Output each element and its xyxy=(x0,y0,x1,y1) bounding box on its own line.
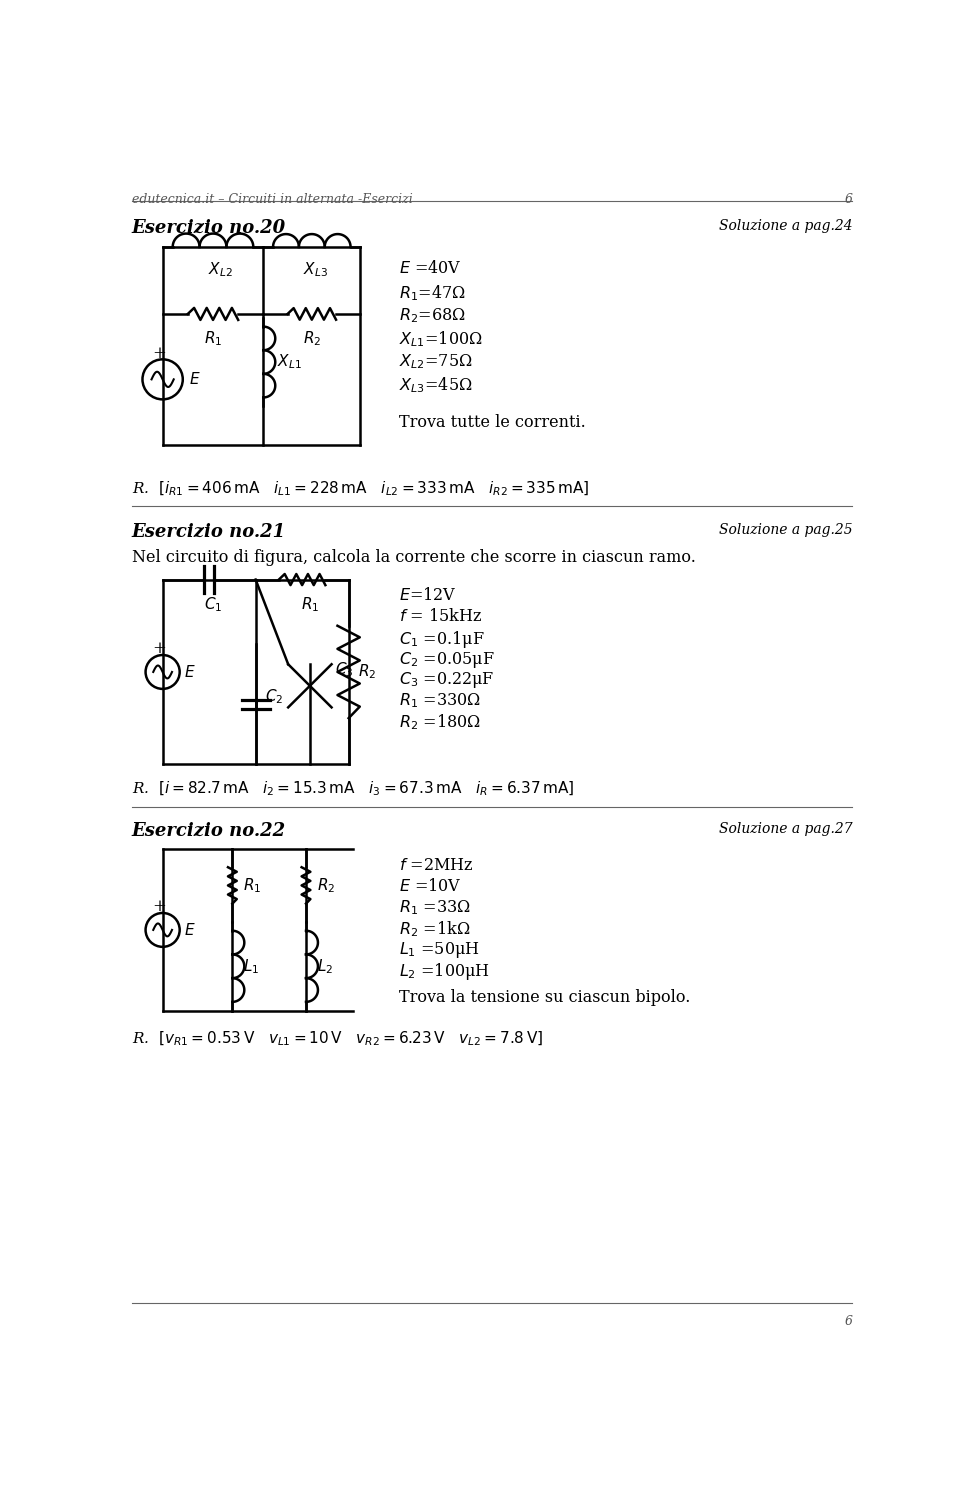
Text: $L_2$: $L_2$ xyxy=(317,957,333,975)
Text: R.  $[i_{R1} = 406\,\mathrm{mA}$   $i_{L1} = 228\,\mathrm{mA}$   $i_{L2} = 333\,: R. $[i_{R1} = 406\,\mathrm{mA}$ $i_{L1} … xyxy=(132,479,589,497)
Text: $R_1$: $R_1$ xyxy=(300,594,319,614)
Text: +: + xyxy=(152,640,166,657)
Text: $E$ =40V: $E$ =40V xyxy=(399,260,462,278)
Text: $E$=12V: $E$=12V xyxy=(399,587,457,605)
Text: 6: 6 xyxy=(845,193,852,206)
Text: Nel circuito di figura, calcola la corrente che scorre in ciascun ramo.: Nel circuito di figura, calcola la corre… xyxy=(132,549,695,566)
Text: $L_1$: $L_1$ xyxy=(243,957,259,975)
Text: $R_1$ =33Ω: $R_1$ =33Ω xyxy=(399,899,470,917)
Text: Trova la tensione su ciascun bipolo.: Trova la tensione su ciascun bipolo. xyxy=(399,990,690,1006)
Text: $L_1$ =50μH: $L_1$ =50μH xyxy=(399,941,480,960)
Text: $C_3$: $C_3$ xyxy=(335,660,354,679)
Text: $R_2$: $R_2$ xyxy=(358,663,376,681)
Text: $C_3$ =0.22μF: $C_3$ =0.22μF xyxy=(399,670,494,690)
Text: Esercizio no.20: Esercizio no.20 xyxy=(132,219,286,237)
Text: $R_2$=68Ω: $R_2$=68Ω xyxy=(399,306,466,325)
Text: $R_1$=47Ω: $R_1$=47Ω xyxy=(399,284,466,303)
Text: $C_2$ =0.05μF: $C_2$ =0.05μF xyxy=(399,649,494,670)
Text: $E$: $E$ xyxy=(189,372,201,387)
Text: Trova tutte le correnti.: Trova tutte le correnti. xyxy=(399,414,586,431)
Text: $X_{L1}$=100Ω: $X_{L1}$=100Ω xyxy=(399,330,483,349)
Text: edutecnica.it – Circuiti in alternata -Esercizi: edutecnica.it – Circuiti in alternata -E… xyxy=(132,193,413,206)
Text: Esercizio no.21: Esercizio no.21 xyxy=(132,524,286,542)
Text: $R_2$: $R_2$ xyxy=(317,876,335,894)
Text: $R_1$: $R_1$ xyxy=(243,876,261,894)
Text: $X_{L2}$=75Ω: $X_{L2}$=75Ω xyxy=(399,352,472,372)
Text: $X_{L2}$: $X_{L2}$ xyxy=(208,260,233,279)
Text: $R_2$ =180Ω: $R_2$ =180Ω xyxy=(399,712,481,732)
Text: Soluzione a pag.27: Soluzione a pag.27 xyxy=(719,823,852,836)
Text: $C_2$: $C_2$ xyxy=(265,687,283,706)
Text: Soluzione a pag.24: Soluzione a pag.24 xyxy=(719,219,852,233)
Text: 6: 6 xyxy=(845,1315,852,1327)
Text: $R_2$: $R_2$ xyxy=(302,330,321,348)
Text: $L_2$ =100μH: $L_2$ =100μH xyxy=(399,960,490,982)
Text: $f$ = 15kHz: $f$ = 15kHz xyxy=(399,608,482,626)
Text: $X_{L3}$=45Ω: $X_{L3}$=45Ω xyxy=(399,376,472,396)
Text: $R_1$ =330Ω: $R_1$ =330Ω xyxy=(399,691,481,709)
Text: $X_{L1}$: $X_{L1}$ xyxy=(277,352,302,372)
Text: $R_1$: $R_1$ xyxy=(204,330,222,348)
Text: $R_2$ =1kΩ: $R_2$ =1kΩ xyxy=(399,920,470,939)
Text: $C_1$ =0.1μF: $C_1$ =0.1μF xyxy=(399,629,485,649)
Text: $C_1$: $C_1$ xyxy=(204,594,222,614)
Text: Soluzione a pag.25: Soluzione a pag.25 xyxy=(719,524,852,537)
Text: Esercizio no.22: Esercizio no.22 xyxy=(132,823,286,841)
Text: $E$ =10V: $E$ =10V xyxy=(399,878,462,894)
Text: $E$: $E$ xyxy=(184,921,196,938)
Text: $E$: $E$ xyxy=(184,664,196,679)
Text: +: + xyxy=(152,345,166,361)
Text: +: + xyxy=(152,899,166,915)
Text: $X_{L3}$: $X_{L3}$ xyxy=(303,260,328,279)
Text: $f$ =2MHz: $f$ =2MHz xyxy=(399,857,473,873)
Text: R.  $[v_{R1} = 0.53\,\mathrm{V}$   $v_{L1} = 10\,\mathrm{V}$   $v_{R2} = 6.23\,\: R. $[v_{R1} = 0.53\,\mathrm{V}$ $v_{L1} … xyxy=(132,1030,542,1048)
Text: R.  $[i = 82.7\,\mathrm{mA}$   $i_2 = 15.3\,\mathrm{mA}$   $i_3 = 67.3\,\mathrm{: R. $[i = 82.7\,\mathrm{mA}$ $i_2 = 15.3\… xyxy=(132,779,574,799)
